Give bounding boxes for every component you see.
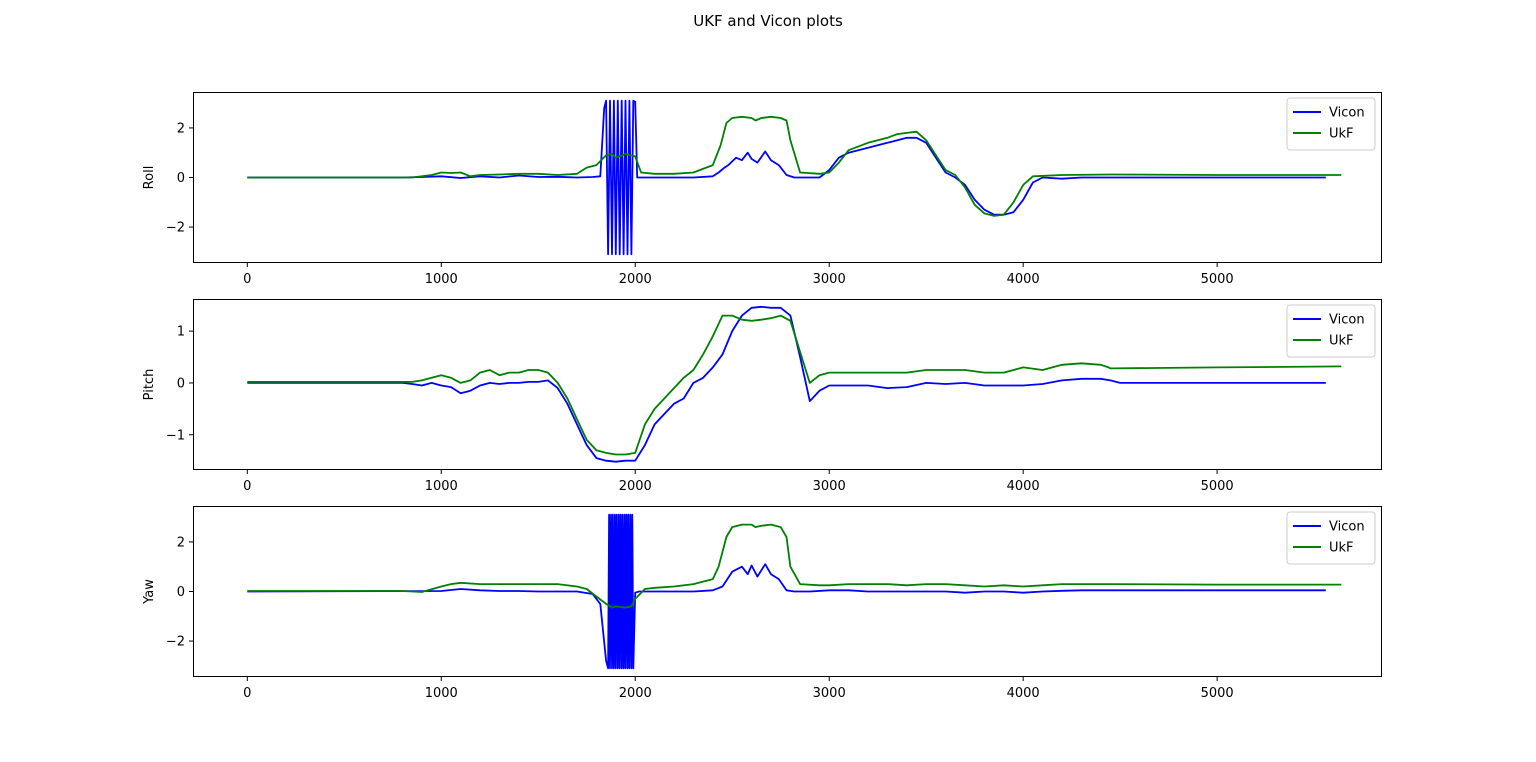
yaw-ukf-line <box>247 523 1342 609</box>
roll-ytick-label: 2 <box>177 121 185 136</box>
pitch-xtick-label: 5000 <box>1201 479 1234 494</box>
roll-ytick-label: 0 <box>177 171 185 186</box>
pitch-ukf-line <box>247 314 1342 456</box>
roll-xtick-label: 5000 <box>1201 272 1234 287</box>
yaw-panel: 0 1000 2000 3000 4000 5000 −2 0 2 Yaw Vicon UkF <box>142 506 1382 701</box>
roll-xtick-label: 2000 <box>619 272 652 287</box>
roll-vicon-line <box>247 99 1326 256</box>
roll-panel: 0 1000 2000 3000 4000 5000 −2 0 2 Roll Vicon UkF <box>142 92 1382 287</box>
yaw-ytick-label: −2 <box>166 635 185 650</box>
yaw-legend: Vicon UkF <box>1286 511 1376 565</box>
pitch-legend-label-vicon: Vicon <box>1329 313 1365 328</box>
yaw-xtick-label: 1000 <box>425 686 458 701</box>
pitch-vicon-line <box>247 305 1326 463</box>
yaw-xtick-label: 2000 <box>619 686 652 701</box>
roll-xtick-label: 0 <box>243 272 251 287</box>
pitch-xtick-label: 2000 <box>619 479 652 494</box>
roll-axes-frame <box>193 92 1382 263</box>
roll-xtick-label: 1000 <box>425 272 458 287</box>
yaw-ytick-label: 2 <box>177 535 185 550</box>
pitch-legend-label-ukf: UkF <box>1329 334 1354 349</box>
yaw-xtick-label: 0 <box>243 686 251 701</box>
yaw-ytick-label: 0 <box>177 585 185 600</box>
yaw-axes-frame <box>193 506 1382 677</box>
pitch-xtick-label: 1000 <box>425 479 458 494</box>
roll-legend: Vicon UkF <box>1286 97 1376 151</box>
yaw-xtick-label: 4000 <box>1007 686 1040 701</box>
roll-ylabel: Roll <box>142 166 157 190</box>
roll-xtick-label: 4000 <box>1007 272 1040 287</box>
pitch-xtick-label: 3000 <box>813 479 846 494</box>
roll-xtick-label: 3000 <box>813 272 846 287</box>
pitch-xtick-label: 4000 <box>1007 479 1040 494</box>
roll-ukf-line <box>247 115 1342 217</box>
pitch-panel: 0 1000 2000 3000 4000 5000 −1 0 1 Pitch Vicon UkF <box>142 299 1382 494</box>
pitch-xtick-label: 0 <box>243 479 251 494</box>
yaw-legend-label-vicon: Vicon <box>1329 520 1365 535</box>
pitch-ytick-label: 1 <box>177 325 185 340</box>
pitch-axes-frame <box>193 299 1382 470</box>
pitch-ytick-label: −1 <box>166 428 185 443</box>
yaw-ylabel: Yaw <box>142 579 157 605</box>
pitch-legend: Vicon UkF <box>1286 304 1376 358</box>
yaw-vicon-line <box>247 513 1326 670</box>
yaw-legend-label-ukf: UkF <box>1329 541 1354 556</box>
roll-legend-label-ukf: UkF <box>1329 127 1354 142</box>
pitch-ylabel: Pitch <box>142 369 157 401</box>
yaw-xtick-label: 5000 <box>1201 686 1234 701</box>
yaw-xtick-label: 3000 <box>813 686 846 701</box>
roll-ytick-label: −2 <box>166 221 185 236</box>
roll-legend-label-vicon: Vicon <box>1329 106 1365 121</box>
figure-title: UKF and Vicon plots <box>693 12 843 30</box>
pitch-ytick-label: 0 <box>177 376 185 391</box>
